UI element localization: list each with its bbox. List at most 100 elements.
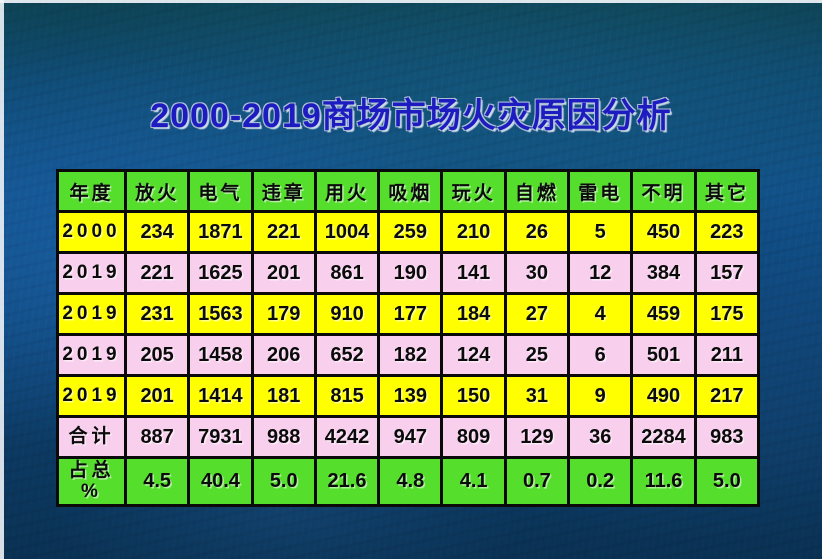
data-cell: 205 — [123, 333, 191, 377]
data-cell: 259 — [377, 210, 444, 254]
data-cell: 139 — [377, 374, 444, 418]
row-label-cell: 占总 % — [56, 456, 127, 507]
data-cell: 223 — [693, 210, 761, 254]
data-cell: 181 — [250, 374, 317, 418]
data-cell: 206 — [250, 333, 317, 377]
header-cell: 玩火 — [440, 169, 507, 213]
data-cell: 1871 — [187, 210, 254, 254]
data-cell: 4.5 — [123, 456, 191, 507]
row-label-cell: 2019 — [56, 333, 127, 377]
data-cell: 5.0 — [250, 456, 317, 507]
header-row: 年度 放火 电气 违章 用火 吸烟 玩火 自燃 雷电 不明 其它 — [56, 169, 761, 213]
data-cell: 1625 — [187, 251, 254, 295]
data-cell: 5 — [567, 210, 634, 254]
row-label-cell: 2000 — [56, 210, 127, 254]
header-cell: 放火 — [123, 169, 191, 213]
table-row: 合计 887 7931 988 4242 947 809 129 36 2284 983 — [56, 415, 761, 459]
data-cell: 201 — [123, 374, 191, 418]
data-cell: 150 — [440, 374, 507, 418]
data-cell: 501 — [630, 333, 697, 377]
data-cell: 12 — [567, 251, 634, 295]
data-cell: 947 — [377, 415, 444, 459]
row-label-cell: 2019 — [56, 374, 127, 418]
data-cell: 231 — [123, 292, 191, 336]
table-row: 2019 201 1414 181 815 139 150 31 9 490 217 — [56, 374, 761, 418]
table-row: 2019 221 1625 201 861 190 141 30 12 384 157 — [56, 251, 761, 295]
data-cell: 2284 — [630, 415, 697, 459]
data-cell: 201 — [250, 251, 317, 295]
data-cell: 141 — [440, 251, 507, 295]
data-cell: 809 — [440, 415, 507, 459]
row-label-cell: 2019 — [56, 251, 127, 295]
header-cell: 自燃 — [503, 169, 571, 213]
header-cell: 用火 — [313, 169, 381, 213]
data-cell: 4.8 — [377, 456, 444, 507]
data-cell: 40.4 — [187, 456, 254, 507]
data-cell: 490 — [630, 374, 697, 418]
data-cell: 4.1 — [440, 456, 507, 507]
data-cell: 983 — [693, 415, 761, 459]
data-cell: 0.2 — [567, 456, 634, 507]
table-row: 2019 205 1458 206 652 182 124 25 6 501 211 — [56, 333, 761, 377]
data-cell: 36 — [567, 415, 634, 459]
data-cell: 211 — [693, 333, 761, 377]
data-cell: 129 — [503, 415, 571, 459]
data-cell: 988 — [250, 415, 317, 459]
table-row: 占总 % 4.5 40.4 5.0 21.6 4.8 4.1 0.7 0.2 11.6 5.0 — [56, 456, 761, 507]
data-cell: 0.7 — [503, 456, 571, 507]
data-cell: 221 — [250, 210, 317, 254]
data-cell: 459 — [630, 292, 697, 336]
data-cell: 30 — [503, 251, 571, 295]
header-cell: 不明 — [630, 169, 697, 213]
data-cell: 1004 — [313, 210, 381, 254]
data-cell: 861 — [313, 251, 381, 295]
fire-cause-table: 年度 放火 电气 违章 用火 吸烟 玩火 自燃 雷电 不明 其它 2000 234 1871 221 100… — [56, 169, 761, 507]
data-cell: 184 — [440, 292, 507, 336]
data-cell: 910 — [313, 292, 381, 336]
table-row: 2019 231 1563 179 910 177 184 27 4 459 175 — [56, 292, 761, 336]
table-row: 2000 234 1871 221 1004 259 210 26 5 450 223 — [56, 210, 761, 254]
header-cell: 雷电 — [567, 169, 634, 213]
data-cell: 652 — [313, 333, 381, 377]
header-cell: 吸烟 — [377, 169, 444, 213]
header-cell: 电气 — [187, 169, 254, 213]
data-cell: 384 — [630, 251, 697, 295]
data-cell: 177 — [377, 292, 444, 336]
data-cell: 11.6 — [630, 456, 697, 507]
data-cell: 4 — [567, 292, 634, 336]
data-cell: 190 — [377, 251, 444, 295]
row-label-cell: 合计 — [56, 415, 127, 459]
data-cell: 175 — [693, 292, 761, 336]
data-cell: 179 — [250, 292, 317, 336]
data-cell: 6 — [567, 333, 634, 377]
data-cell: 1414 — [187, 374, 254, 418]
data-cell: 21.6 — [313, 456, 381, 507]
row-label-cell: 2019 — [56, 292, 127, 336]
data-cell: 234 — [123, 210, 191, 254]
data-cell: 210 — [440, 210, 507, 254]
header-cell: 其它 — [693, 169, 761, 213]
data-cell: 25 — [503, 333, 571, 377]
data-cell: 221 — [123, 251, 191, 295]
data-cell: 31 — [503, 374, 571, 418]
data-cell: 27 — [503, 292, 571, 336]
data-cell: 9 — [567, 374, 634, 418]
data-cell: 124 — [440, 333, 507, 377]
data-cell: 157 — [693, 251, 761, 295]
photo-edge-top — [0, 0, 822, 3]
photo-edge-left — [0, 0, 4, 559]
slide-title: 2000-2019商场市场火灾原因分析 — [150, 97, 672, 135]
data-cell: 887 — [123, 415, 191, 459]
data-cell: 1458 — [187, 333, 254, 377]
data-cell: 4242 — [313, 415, 381, 459]
data-cell: 182 — [377, 333, 444, 377]
data-cell: 450 — [630, 210, 697, 254]
data-cell: 26 — [503, 210, 571, 254]
data-cell: 1563 — [187, 292, 254, 336]
data-cell: 217 — [693, 374, 761, 418]
data-cell: 7931 — [187, 415, 254, 459]
header-cell: 年度 — [56, 169, 127, 213]
data-cell: 5.0 — [693, 456, 761, 507]
table-body: 2000 234 1871 221 1004 259 210 26 5 450 223 2019 221… — [56, 210, 761, 507]
